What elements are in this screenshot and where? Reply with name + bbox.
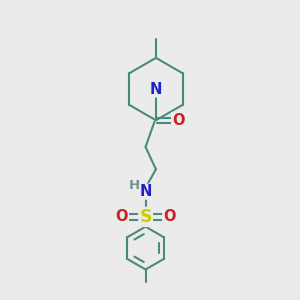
Text: H: H — [129, 178, 140, 192]
Text: O: O — [116, 209, 128, 224]
Text: O: O — [172, 113, 184, 128]
Text: O: O — [163, 209, 176, 224]
Text: N: N — [140, 184, 152, 199]
Text: N: N — [150, 82, 162, 97]
Text: S: S — [139, 208, 152, 226]
